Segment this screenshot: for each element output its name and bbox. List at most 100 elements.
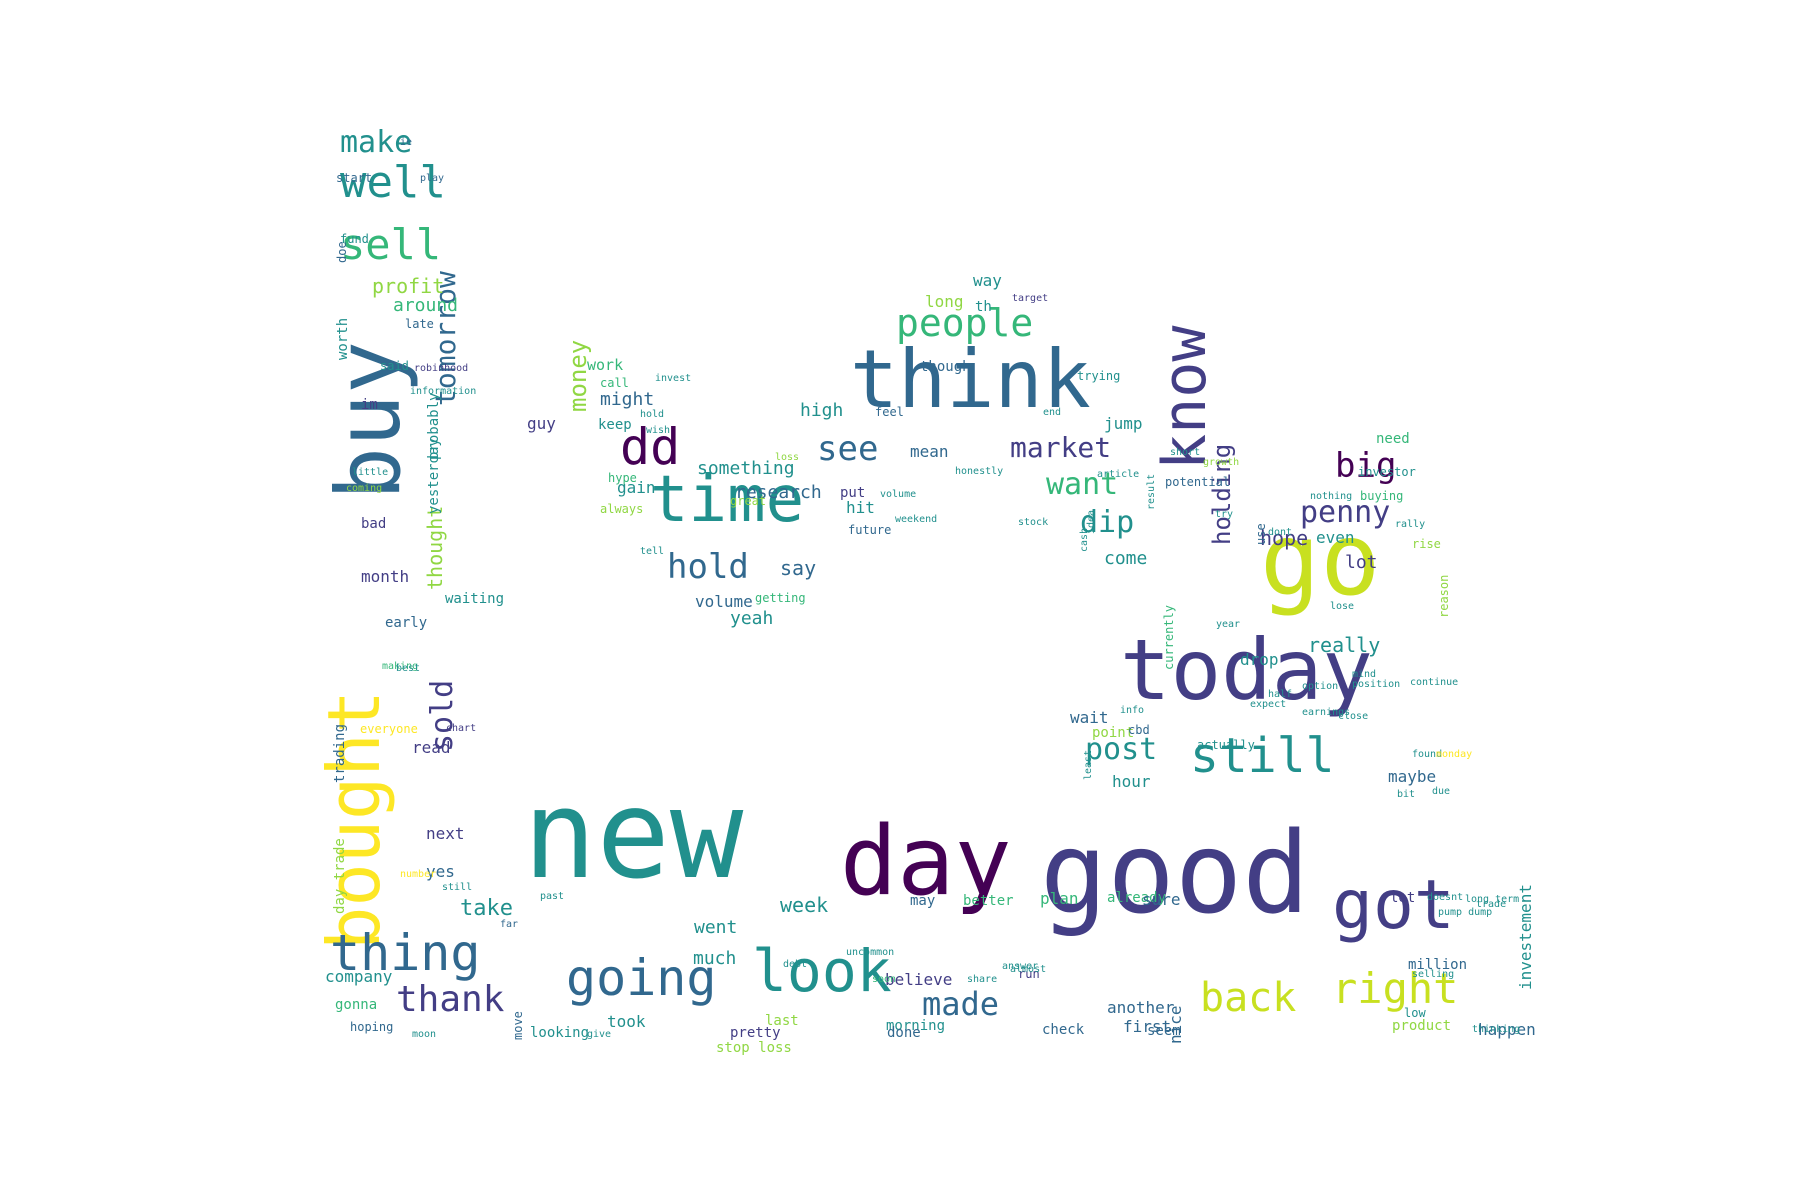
word-yesterday: yesterday — [426, 438, 442, 514]
word-end: end — [1043, 407, 1062, 418]
word-thinking: thinking — [1472, 1024, 1521, 1035]
word-past: past — [540, 891, 565, 902]
word-made: made — [922, 985, 1000, 1023]
word-time: time — [650, 463, 805, 537]
word-hold: hold — [640, 409, 665, 420]
word-run: run — [1018, 967, 1040, 981]
word-earnings: earnings — [1302, 707, 1351, 718]
word-moon: moon — [412, 1029, 437, 1040]
word-potential: potential — [1165, 475, 1231, 489]
word-may: may — [910, 893, 936, 909]
word-wait: wait — [1070, 708, 1109, 727]
word-well: well — [340, 157, 446, 208]
word-right: right — [1332, 964, 1459, 1013]
word-see: see — [817, 429, 879, 469]
word-far: far — [500, 919, 519, 930]
word-low: low — [1404, 1006, 1426, 1020]
word-might: might — [600, 389, 655, 410]
word-hoping: hoping — [350, 1020, 394, 1034]
word-look: look — [752, 937, 892, 1005]
word-believe: believe — [885, 970, 953, 989]
word-last: last — [765, 1013, 799, 1029]
word-little: little — [352, 467, 389, 478]
word-chart: chart — [446, 723, 477, 734]
word-long-term: long term — [1465, 894, 1520, 905]
word-loss: loss — [775, 452, 800, 463]
word-answer: answer — [1002, 961, 1039, 972]
word-make: make — [340, 125, 413, 160]
word-better: better — [963, 893, 1014, 909]
word-short: short — [1170, 447, 1201, 458]
word-thank: thank — [396, 979, 505, 1020]
word-dont: dont — [1268, 527, 1293, 538]
word-read: read — [412, 738, 451, 757]
word-say: say — [780, 556, 817, 580]
word-rally: rally — [1395, 519, 1426, 530]
word-put: put — [840, 485, 866, 501]
word-even: even — [1316, 528, 1355, 547]
word-start: start — [336, 171, 373, 185]
word-worth: worth — [335, 317, 351, 360]
word-fund: fund — [340, 232, 369, 246]
word-gonna: gonna — [335, 997, 378, 1013]
word-dd: dd — [620, 418, 681, 476]
word-profit: profit — [372, 274, 445, 298]
word-always: always — [600, 502, 644, 516]
word-something: something — [697, 458, 795, 479]
word-took: took — [607, 1012, 646, 1031]
word-invest: invest — [655, 373, 692, 384]
word-big: big — [1335, 446, 1397, 486]
word-coming: coming — [346, 483, 383, 494]
word-investor: investor — [1358, 465, 1416, 479]
word-number: number — [400, 869, 437, 880]
word-market: market — [1010, 431, 1112, 464]
word-hold: hold — [667, 547, 749, 587]
word-almost: almost — [1010, 964, 1047, 975]
word-year: year — [1216, 619, 1241, 630]
word-happen: happen — [1478, 1020, 1536, 1039]
word-money: money — [564, 339, 592, 412]
word-trade: trade — [1476, 899, 1507, 910]
word-hit: hit — [846, 498, 875, 517]
word-volume: volume — [695, 592, 753, 611]
word-soon: soon — [872, 974, 897, 985]
word-weekend: weekend — [895, 514, 938, 525]
word-gain: gain — [617, 478, 656, 497]
word-making: making — [382, 661, 419, 672]
word-way: way — [973, 271, 1002, 290]
word-info: info — [1120, 705, 1145, 716]
word-mind: mind — [1352, 669, 1377, 680]
word-need: need — [1376, 431, 1410, 447]
word-robinhood: robinhood — [414, 363, 469, 374]
word-trying: trying — [1077, 369, 1121, 383]
word-rise: rise — [1412, 537, 1441, 551]
word-looking: looking — [530, 1025, 590, 1041]
word-wish: wish — [646, 425, 671, 436]
word-product: product — [1392, 1018, 1452, 1034]
word-maybe: maybe — [1388, 767, 1437, 786]
word-stop-loss: stop loss — [716, 1040, 792, 1056]
word-due: due — [1432, 786, 1451, 797]
word-morning: morning — [886, 1018, 946, 1034]
word-position: position — [1352, 679, 1401, 690]
word-take: take — [460, 896, 513, 921]
word-post: post — [1085, 732, 1158, 767]
word-though: though — [920, 359, 971, 375]
word-yeah: yeah — [730, 608, 774, 629]
word-thing: thing — [330, 924, 481, 982]
word-close: close — [1338, 711, 1369, 722]
word-went: went — [694, 917, 738, 938]
word-mean: mean — [910, 442, 949, 461]
word-debt: debt — [783, 959, 808, 970]
word-week: week — [780, 893, 829, 917]
word-stock: stock — [1018, 517, 1049, 528]
word-half: half — [1268, 689, 1293, 700]
word-point: point — [1092, 725, 1135, 741]
word-nothing: nothing — [1310, 491, 1353, 502]
word-honestly: honestly — [955, 466, 1004, 477]
word-found: found — [1412, 749, 1443, 760]
word-hype: hype — [608, 471, 637, 485]
word-got: got — [1332, 866, 1455, 945]
word-monday: monday — [1436, 749, 1473, 760]
